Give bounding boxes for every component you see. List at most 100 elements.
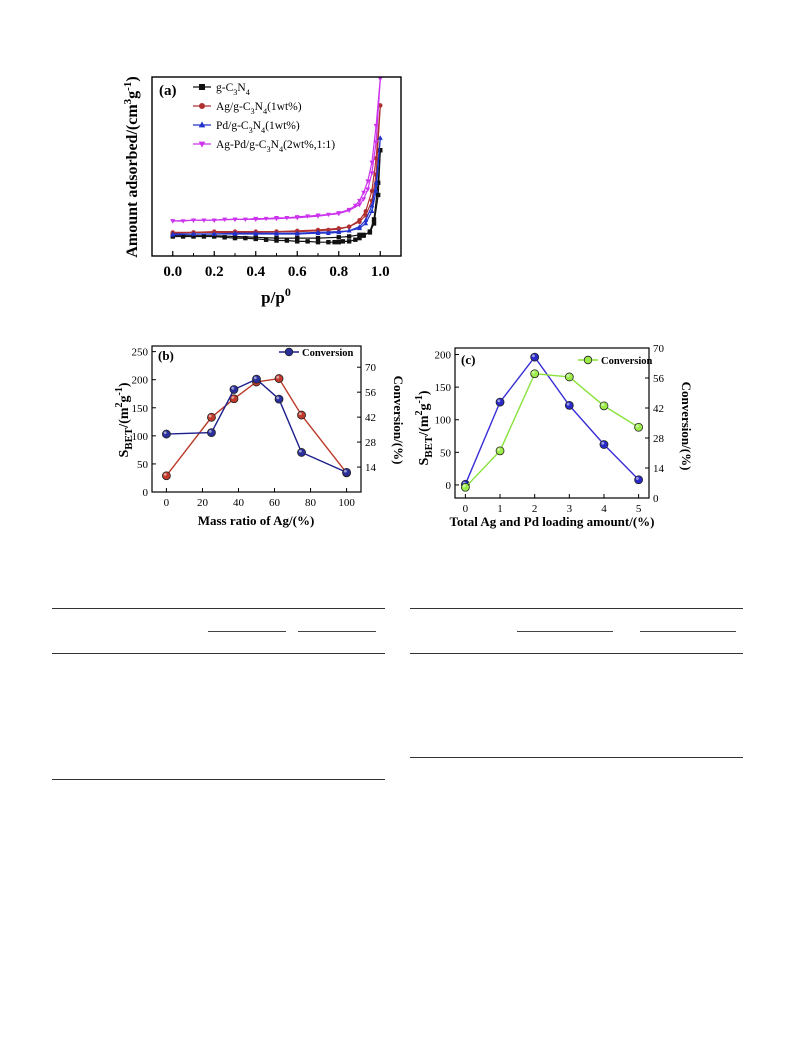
data-point xyxy=(207,428,216,438)
legend-entry-label: Pd/g-C3N4(1wt%) xyxy=(216,120,300,135)
table-left-header-rule xyxy=(52,653,385,654)
x-axis-label: p/p0 xyxy=(261,285,291,307)
y2-tick-label: 56 xyxy=(653,373,665,385)
legend-entry-label: g-C3N4 xyxy=(216,82,250,97)
data-point-highlight xyxy=(163,431,167,435)
data-point xyxy=(340,239,346,244)
panel-label: (c) xyxy=(461,352,475,367)
data-point-highlight xyxy=(462,484,466,488)
data-point xyxy=(373,180,379,185)
y2-tick-label: 14 xyxy=(365,462,377,474)
data-point xyxy=(242,217,248,223)
data-point xyxy=(332,239,337,245)
data-point xyxy=(297,410,306,420)
data-point xyxy=(495,397,505,407)
data-point xyxy=(377,135,383,140)
data-point xyxy=(357,235,362,241)
y2-tick-label: 28 xyxy=(653,433,665,445)
table-right-top-rule xyxy=(410,608,743,609)
data-point xyxy=(357,202,362,208)
data-point xyxy=(460,482,470,492)
data-point xyxy=(232,217,238,223)
data-point xyxy=(232,230,238,235)
series-2 xyxy=(170,135,383,237)
data-point-highlight xyxy=(343,469,347,473)
y-axis-label: SBET/(m2g-1) xyxy=(114,382,135,457)
x-tick-label: 0.0 xyxy=(163,264,182,280)
y-tick-label: 250 xyxy=(132,347,149,359)
data-point xyxy=(170,231,176,236)
data-point-highlight xyxy=(208,429,212,433)
data-point xyxy=(326,227,331,233)
legend-entry-label: Ag-Pd/g-C3N4(2wt%,1:1) xyxy=(216,139,335,154)
data-point xyxy=(162,429,171,439)
data-point xyxy=(357,225,362,231)
data-point xyxy=(325,230,331,235)
data-point xyxy=(634,422,644,432)
table-left-subheader-rule-1 xyxy=(208,631,286,632)
legend-marker xyxy=(199,103,205,109)
table-right-header-rule xyxy=(410,653,743,654)
data-point xyxy=(373,140,379,145)
data-point xyxy=(315,229,321,235)
data-point xyxy=(495,446,505,456)
sbet-conversion-chart-b: 0 20 40 60 80 100 0 50 100 150 200 250 14 28 42 56 70 (b… xyxy=(114,345,406,528)
data-point xyxy=(361,197,367,202)
data-point xyxy=(373,124,379,129)
y2-tick-label: 28 xyxy=(365,437,377,449)
data-point xyxy=(274,374,284,383)
data-point xyxy=(634,475,644,485)
data-point xyxy=(191,231,196,236)
data-point-highlight xyxy=(532,354,535,358)
data-point xyxy=(373,188,379,193)
x-axis-label: Mass ratio of Ag/(%) xyxy=(198,513,315,528)
x-tick-label: 40 xyxy=(233,497,245,509)
table-right-subheader-rule-2 xyxy=(640,631,736,632)
data-point xyxy=(325,212,331,218)
data-point xyxy=(336,239,341,245)
data-point xyxy=(170,219,176,224)
data-point-highlight xyxy=(276,396,280,400)
y-axis-label: SBET/(m2g-1) xyxy=(414,390,435,465)
x-tick-label: 60 xyxy=(269,497,281,509)
x-tick-label: 0 xyxy=(463,503,469,515)
x-tick-label: 20 xyxy=(197,497,209,509)
data-point xyxy=(346,208,352,214)
data-point-highlight xyxy=(636,424,639,428)
data-point xyxy=(353,237,358,242)
data-point xyxy=(295,235,300,241)
data-point xyxy=(295,239,300,244)
data-point-highlight xyxy=(276,375,280,379)
data-point xyxy=(357,232,362,238)
y2-tick-label: 42 xyxy=(653,403,664,415)
series-0 xyxy=(170,148,383,245)
data-point xyxy=(357,219,362,225)
y2-tick-label: 14 xyxy=(653,463,665,475)
x-axis-label: Total Ag and Pd loading amount/(%) xyxy=(449,514,654,529)
x-tick-label: 0.4 xyxy=(246,264,265,280)
data-point xyxy=(253,235,258,240)
plot-frame xyxy=(454,347,650,499)
data-point xyxy=(253,230,259,235)
data-point-highlight xyxy=(253,376,257,380)
series-line xyxy=(166,378,347,474)
data-point-highlight xyxy=(497,448,501,451)
data-point-highlight xyxy=(566,402,570,406)
y2-tick-label: 42 xyxy=(365,412,376,424)
data-point-highlight xyxy=(231,386,235,390)
data-point xyxy=(564,400,574,410)
conversion-series xyxy=(162,374,351,477)
data-point xyxy=(336,228,342,234)
data-point-highlight xyxy=(601,441,605,445)
data-point xyxy=(297,448,306,457)
legend-label: Conversion xyxy=(601,356,652,367)
x-tick-label: 0.2 xyxy=(205,264,224,280)
data-point xyxy=(243,235,248,241)
x-tick-label: 1 xyxy=(497,503,503,515)
data-point xyxy=(162,471,171,481)
data-point xyxy=(274,235,279,241)
data-point-highlight xyxy=(566,374,570,378)
x-tick-label: 5 xyxy=(636,503,642,515)
data-point xyxy=(336,226,341,231)
